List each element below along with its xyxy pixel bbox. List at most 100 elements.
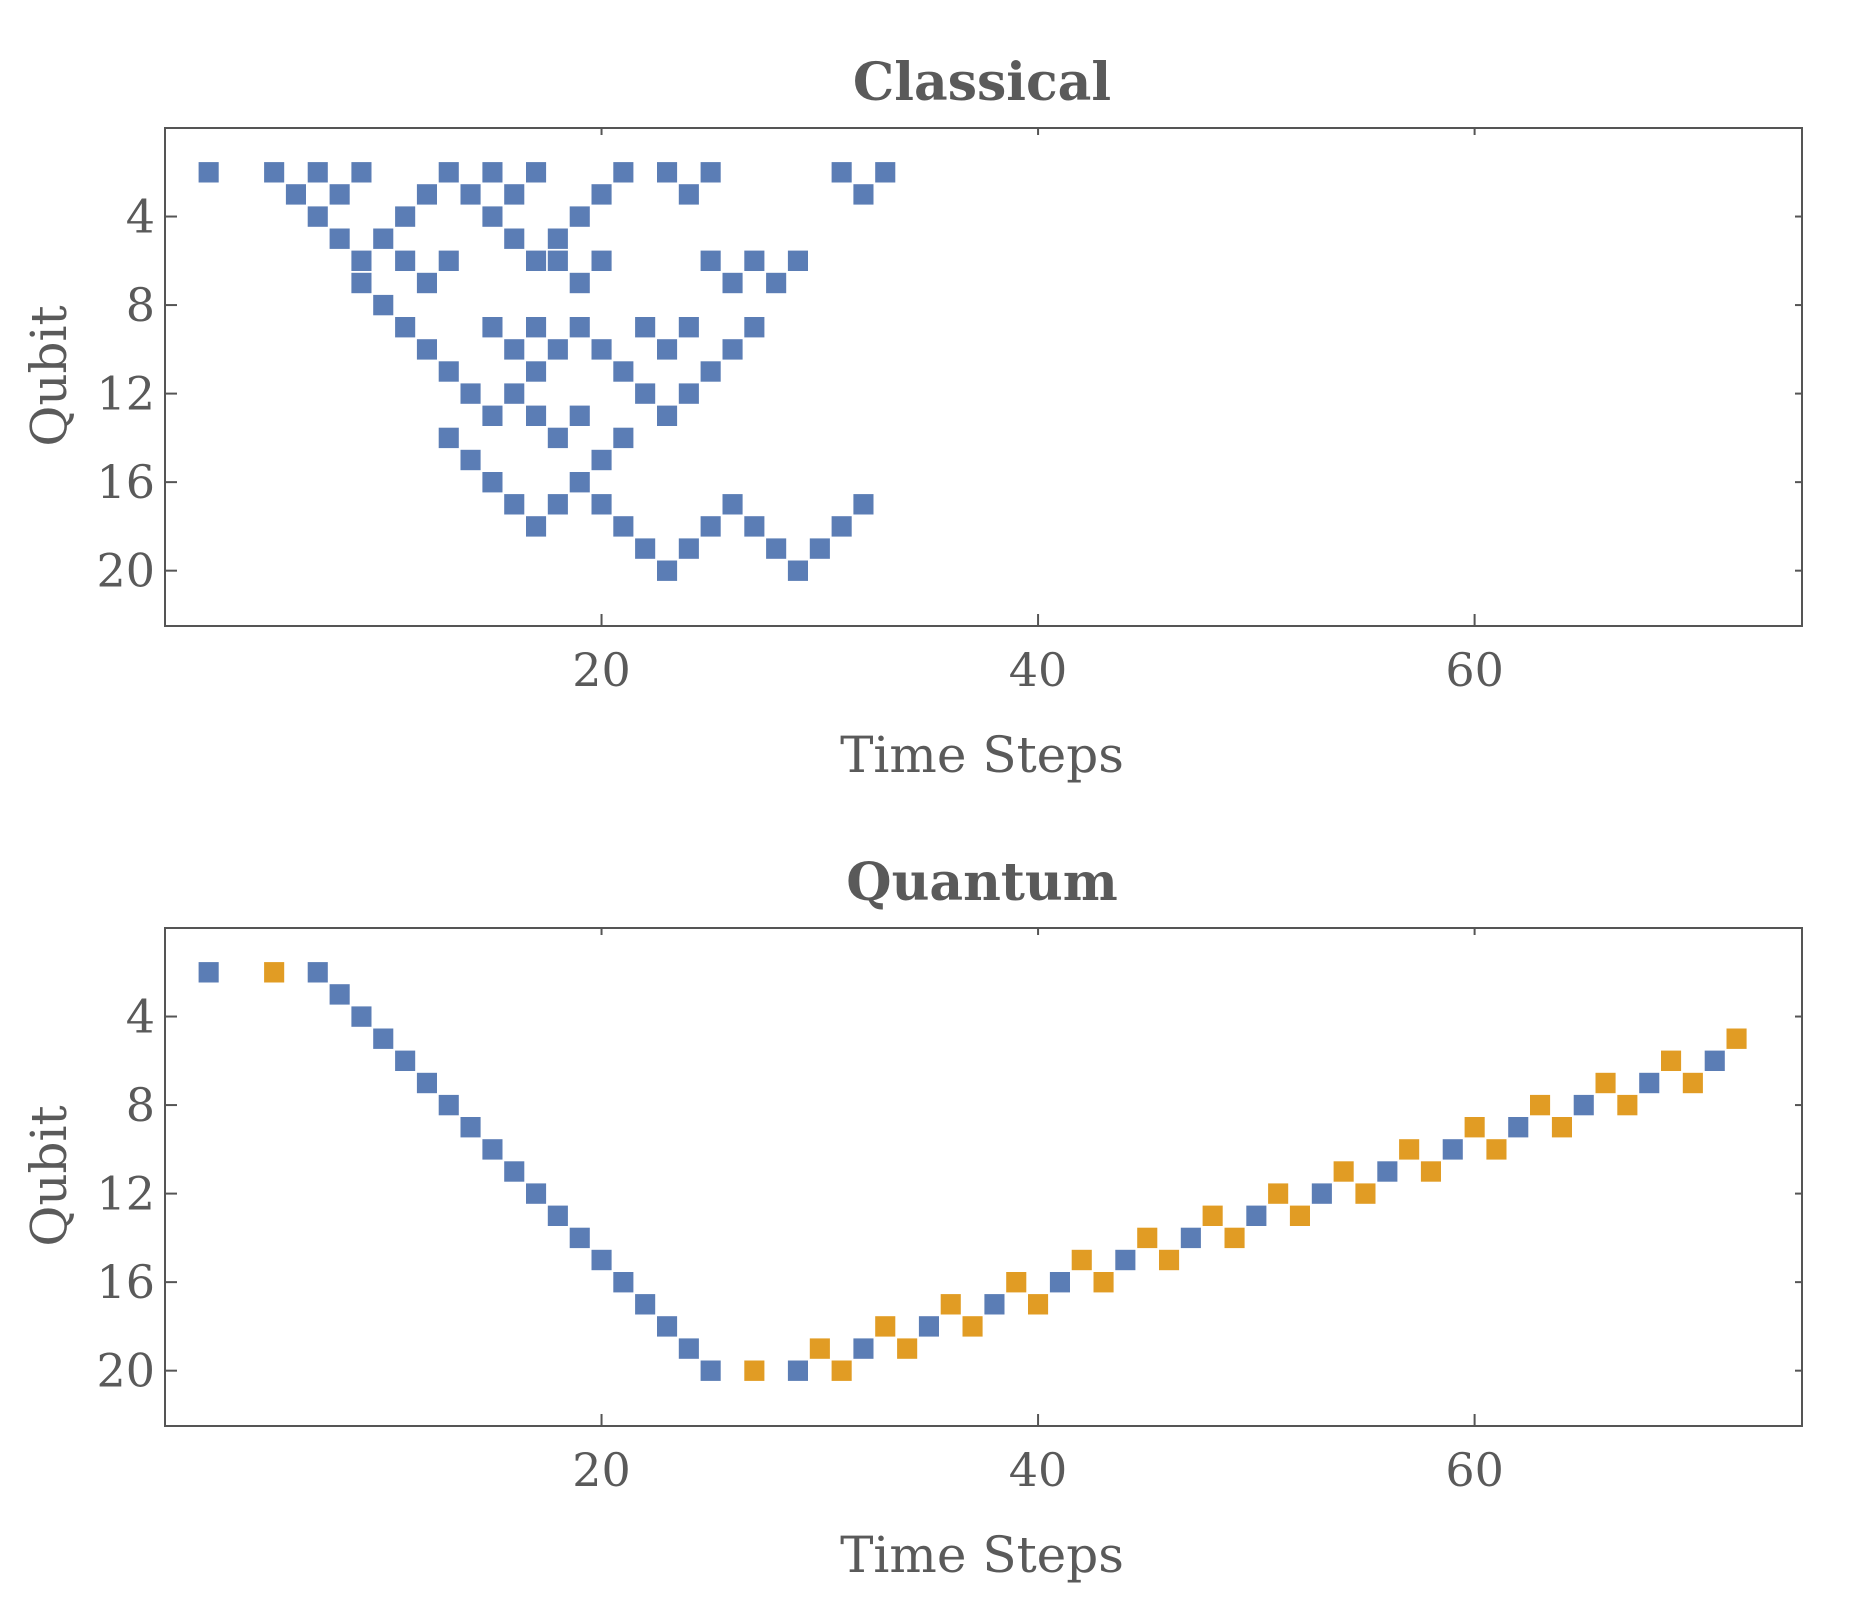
- quantum-cell: [1246, 1205, 1267, 1226]
- quantum-cell: [526, 1183, 547, 1204]
- classical-cell: [678, 538, 699, 559]
- classical-cell: [613, 162, 634, 183]
- classical-cell: [416, 272, 437, 294]
- x-tick-label: 60: [1445, 1443, 1504, 1497]
- quantum-cell: [1289, 1205, 1310, 1226]
- classical-cell: [504, 228, 525, 249]
- quantum-cell: [853, 1338, 874, 1359]
- quantum-cell: [678, 1338, 699, 1359]
- classical-cell: [657, 560, 678, 581]
- quantum-cell: [460, 1117, 481, 1138]
- quantum-cell: [1268, 1183, 1289, 1204]
- classical-cell: [526, 405, 547, 426]
- quantum-cell: [569, 1227, 590, 1249]
- classical-cell: [635, 317, 656, 338]
- quantum-cell: [1661, 1050, 1682, 1071]
- quantum-cell: [1333, 1161, 1354, 1182]
- classical-cell: [722, 339, 743, 360]
- classical-cell: [460, 184, 481, 205]
- quantum-cell: [1573, 1094, 1594, 1116]
- classical-cell: [569, 472, 590, 493]
- classical-cell: [831, 516, 852, 537]
- classical-cell: [700, 250, 721, 271]
- classical-cell: [351, 250, 372, 271]
- classical-cell: [395, 206, 416, 227]
- classical-cell: [504, 184, 525, 205]
- classical-cell: [657, 405, 678, 426]
- quantum-cell: [1704, 1050, 1725, 1071]
- quantum-cell: [1530, 1094, 1551, 1116]
- classical-x-axis-label: Time Steps: [840, 726, 1124, 784]
- classical-x-ticks: 20 40 60: [572, 128, 1504, 697]
- quantum-cell: [940, 1294, 961, 1315]
- classical-cell: [482, 317, 503, 338]
- quantum-cell: [1399, 1139, 1420, 1160]
- classical-cell: [460, 449, 481, 471]
- classical-cell: [482, 206, 503, 227]
- classical-cell: [351, 272, 372, 294]
- quantum-cell: [351, 1006, 372, 1027]
- classical-cell: [264, 162, 285, 183]
- classical-cell: [613, 361, 634, 382]
- classical-cell: [526, 516, 547, 537]
- quantum-cell: [1595, 1072, 1616, 1094]
- quantum-cell: [1115, 1249, 1136, 1271]
- classical-cell: [853, 494, 874, 515]
- classical-cell: [460, 383, 481, 404]
- classical-cell: [482, 472, 503, 493]
- quantum-cell: [1508, 1117, 1529, 1138]
- classical-cell: [526, 250, 547, 271]
- quantum-cell: [1028, 1294, 1049, 1315]
- classical-cell: [504, 494, 525, 515]
- quantum-cell: [198, 962, 219, 983]
- classical-cell: [395, 317, 416, 338]
- classical-cell: [613, 427, 634, 449]
- classical-cell: [700, 516, 721, 537]
- quantum-cell: [1224, 1227, 1245, 1249]
- classical-cell: [198, 162, 219, 183]
- classical-cell: [591, 339, 612, 360]
- y-tick-label: 4: [126, 990, 155, 1044]
- classical-cell: [635, 538, 656, 559]
- classical-y-axis-label: Qubit: [20, 305, 78, 446]
- classical-cell: [853, 184, 874, 205]
- quantum-cell: [1180, 1227, 1201, 1249]
- classical-cell: [438, 162, 459, 183]
- classical-cell: [678, 184, 699, 205]
- quantum-cell: [1464, 1117, 1485, 1138]
- x-tick-label: 60: [1445, 643, 1504, 697]
- quantum-cell: [1006, 1272, 1027, 1293]
- x-tick-label: 20: [572, 643, 631, 697]
- quantum-panel: Quantum 20 40 60 4 8 12 16 20 Time Steps Qubit: [20, 852, 1803, 1584]
- classical-cell: [678, 317, 699, 338]
- classical-cell: [613, 516, 634, 537]
- classical-cell: [591, 250, 612, 271]
- classical-cell: [373, 228, 394, 249]
- quantum-cell: [897, 1338, 918, 1359]
- quantum-cell: [307, 962, 328, 983]
- classical-cell: [678, 383, 699, 404]
- classical-cell: [482, 405, 503, 426]
- classical-cell: [547, 339, 568, 360]
- quantum-cell: [1617, 1094, 1638, 1116]
- classical-cell: [351, 162, 372, 183]
- quantum-x-ticks: 20 40 60: [572, 928, 1504, 1497]
- y-tick-label: 4: [126, 190, 155, 244]
- classical-cell: [787, 250, 808, 271]
- classical-title: Classical: [853, 52, 1111, 113]
- y-tick-label: 20: [96, 1344, 155, 1398]
- y-tick-label: 8: [126, 278, 155, 332]
- quantum-cell: [329, 984, 350, 1005]
- y-tick-label: 16: [96, 1255, 155, 1309]
- classical-cell: [526, 361, 547, 382]
- classical-cell: [635, 383, 656, 404]
- classical-cell: [700, 162, 721, 183]
- classical-cell: [504, 383, 525, 404]
- classical-cell: [438, 361, 459, 382]
- quantum-cell: [1202, 1205, 1223, 1226]
- quantum-plot-frame: [164, 927, 1803, 1427]
- x-tick-label: 20: [572, 1443, 631, 1497]
- classical-cell: [285, 184, 306, 205]
- classical-cell: [657, 339, 678, 360]
- quantum-cell: [962, 1316, 983, 1337]
